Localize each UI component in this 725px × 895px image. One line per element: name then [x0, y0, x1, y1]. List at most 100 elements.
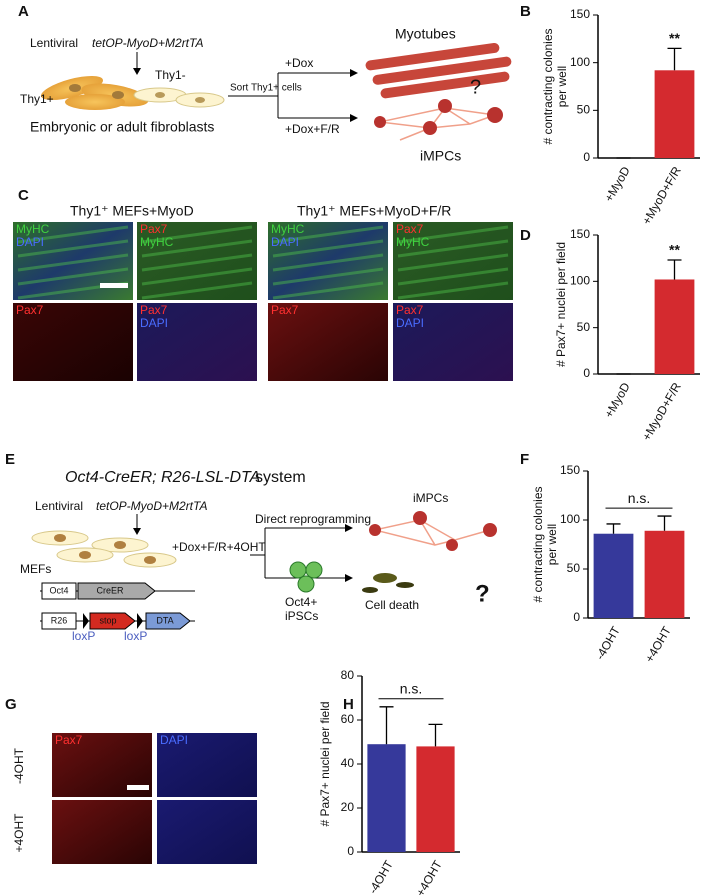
micrograph — [137, 303, 257, 381]
annotation: ** — [669, 242, 680, 258]
fiber — [141, 239, 253, 258]
arrowhead — [133, 528, 141, 535]
error-bar — [379, 706, 394, 745]
fiber — [141, 281, 253, 300]
y-axis-label: # Pax7+ nuclei per field — [318, 701, 332, 826]
x-tick-label: -4OHT — [593, 624, 623, 663]
stain-label: Pax7 — [140, 303, 168, 317]
ipsc — [289, 561, 307, 579]
annotation: n.s. — [400, 681, 423, 697]
annotation: ** — [669, 30, 680, 46]
panel-letter: C — [18, 187, 29, 204]
panel-letter: A — [18, 3, 29, 20]
arrowhead — [133, 68, 141, 75]
fiber — [272, 253, 384, 272]
bar — [367, 744, 406, 852]
element-label: DTA — [156, 615, 173, 625]
panel-letter: G — [5, 696, 17, 713]
stain-label: Pax7 — [396, 222, 424, 236]
impc — [423, 121, 437, 135]
fiber — [17, 253, 129, 272]
bar — [593, 533, 634, 618]
question-mark: ? — [470, 76, 481, 98]
scale-bar — [127, 785, 149, 790]
error-bar — [667, 47, 682, 71]
panel-letter: H — [343, 696, 354, 713]
y-axis-label: # contracting colonies — [531, 486, 545, 602]
column-header: Thy1⁺ MEFs+MyoD+F/R — [297, 203, 451, 219]
fiber — [397, 225, 509, 244]
nucleus — [69, 84, 81, 92]
route-label: Direct reprogramming — [255, 512, 371, 526]
cell-label: Thy1+ — [20, 92, 54, 106]
outcome-label: iMPCs — [413, 491, 448, 505]
micrograph — [13, 303, 133, 381]
loxp-site — [137, 613, 143, 629]
row-label: +4OHT — [12, 813, 26, 853]
stain-label: Pax7 — [140, 222, 168, 236]
ipsc — [297, 575, 315, 593]
cell-label: Thy1- — [155, 68, 186, 82]
myotube — [365, 42, 500, 71]
panel-letter: D — [520, 227, 531, 244]
loxp-label: loxP — [124, 629, 147, 643]
stain-label: DAPI — [140, 316, 168, 330]
fiber — [272, 239, 384, 258]
fiber — [17, 267, 129, 286]
nucleus — [79, 551, 91, 559]
error-bar — [667, 259, 682, 280]
micrograph — [393, 222, 513, 300]
y-tick-label: 50 — [577, 320, 591, 334]
y-tick-label: 50 — [577, 103, 591, 117]
stain-label: Pax7 — [55, 733, 83, 747]
outcome-label: Myotubes — [395, 26, 456, 42]
panel-letter: F — [520, 451, 529, 468]
y-tick-label: 40 — [341, 756, 355, 770]
error-bar — [428, 723, 443, 747]
sort-label: Sort Thy1+ cells — [230, 83, 302, 94]
y-tick-label: 150 — [570, 227, 590, 241]
stain-label: DAPI — [271, 235, 299, 249]
annotation: n.s. — [628, 490, 651, 506]
y-tick-label: 100 — [560, 512, 580, 526]
y-axis-label: # contracting colonies — [541, 28, 555, 144]
fiber — [397, 239, 509, 258]
vector-label: Lentiviral — [30, 36, 78, 50]
fiber — [272, 281, 384, 300]
element-label: Oct4 — [49, 585, 68, 595]
arrowhead — [345, 524, 353, 532]
debris — [362, 587, 378, 593]
y-tick-label: 0 — [583, 366, 590, 380]
x-tick-label: +MyoD — [602, 164, 633, 204]
stain-label: MyHC — [271, 222, 305, 236]
y-tick-label: 80 — [341, 668, 355, 682]
fiber — [17, 239, 129, 258]
bar — [654, 279, 695, 374]
nucleus — [195, 97, 205, 103]
bar — [654, 70, 695, 158]
micrograph — [137, 222, 257, 300]
myotube — [372, 56, 512, 85]
cell — [65, 94, 125, 110]
impc — [438, 99, 452, 113]
micrograph — [157, 733, 257, 797]
stop-arrow — [89, 612, 136, 630]
y-tick-label: 100 — [570, 55, 590, 69]
treatment-label: +Dox+F/R+4OHT — [172, 540, 266, 554]
promoter-box — [41, 612, 77, 630]
panel-letter: E — [5, 451, 15, 468]
loxp-label: loxP — [72, 629, 95, 643]
fiber — [17, 225, 129, 244]
arrowhead — [345, 574, 353, 582]
fiber — [141, 253, 253, 272]
x-tick-label: -4OHT — [366, 858, 396, 895]
treatment-label: +Dox+F/R — [285, 122, 340, 136]
micrograph — [268, 303, 388, 381]
panel-a: Lentiviral tetOP-MyoD+M2rtTA Thy1- Thy1+… — [20, 26, 512, 164]
impc — [369, 524, 381, 536]
error-bar — [657, 515, 672, 531]
fiber — [141, 267, 253, 286]
impc — [413, 511, 427, 525]
nucleus — [114, 541, 126, 549]
